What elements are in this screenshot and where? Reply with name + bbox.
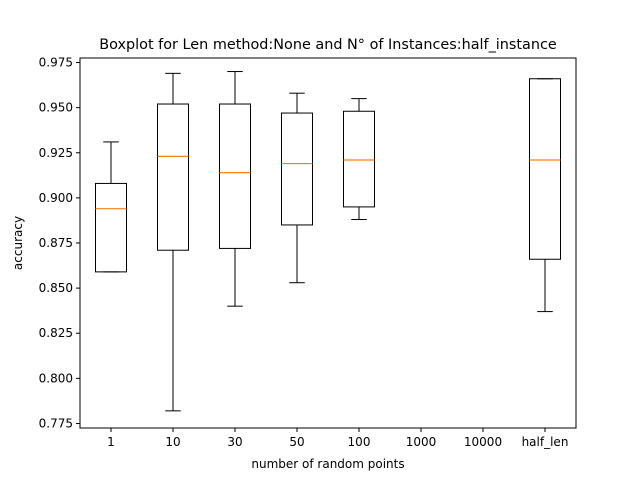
chart-title: Boxplot for Len method:None and N° of In… [99, 37, 557, 53]
box-30 [219, 71, 251, 307]
x-axis: 1 10 30 50 100 1000 10000 half_len [107, 428, 568, 449]
y-axis-label: accuracy [11, 216, 25, 270]
x-tick-label: 30 [227, 435, 242, 449]
y-tick-label: 0.850 [39, 281, 73, 295]
x-tick-label: 10 [165, 435, 180, 449]
y-tick-label: 0.875 [39, 236, 73, 250]
axes-frame [79, 57, 577, 429]
box-50 [281, 92, 313, 284]
x-tick-label: 10000 [464, 435, 502, 449]
y-tick-label: 0.900 [39, 191, 73, 205]
iqr-box [157, 103, 189, 251]
y-axis: 0.775 0.800 0.825 0.850 0.875 0.900 0.925 0.950… [39, 56, 80, 430]
iqr-box [95, 182, 127, 273]
y-tick-label: 0.975 [39, 56, 73, 70]
iqr-box [219, 103, 251, 249]
plot-area [95, 71, 561, 412]
y-tick-label: 0.825 [39, 326, 73, 340]
iqr-box [281, 112, 313, 226]
y-tick-label: 0.950 [39, 101, 73, 115]
y-tick-label: 0.800 [39, 371, 73, 385]
y-tick-label: 0.925 [39, 146, 73, 160]
x-tick-label: 100 [348, 435, 371, 449]
box-100 [343, 98, 375, 221]
x-tick-label: 1 [107, 435, 115, 449]
box-1 [95, 141, 127, 273]
iqr-box [529, 78, 561, 260]
box-10 [157, 72, 189, 412]
x-tick-label: 50 [289, 435, 304, 449]
iqr-box [343, 110, 375, 208]
y-tick-label: 0.775 [39, 416, 73, 430]
x-tick-label: half_len [522, 435, 569, 449]
box-half_len [529, 78, 561, 313]
x-axis-label: number of random points [251, 457, 404, 471]
x-tick-label: 1000 [406, 435, 437, 449]
